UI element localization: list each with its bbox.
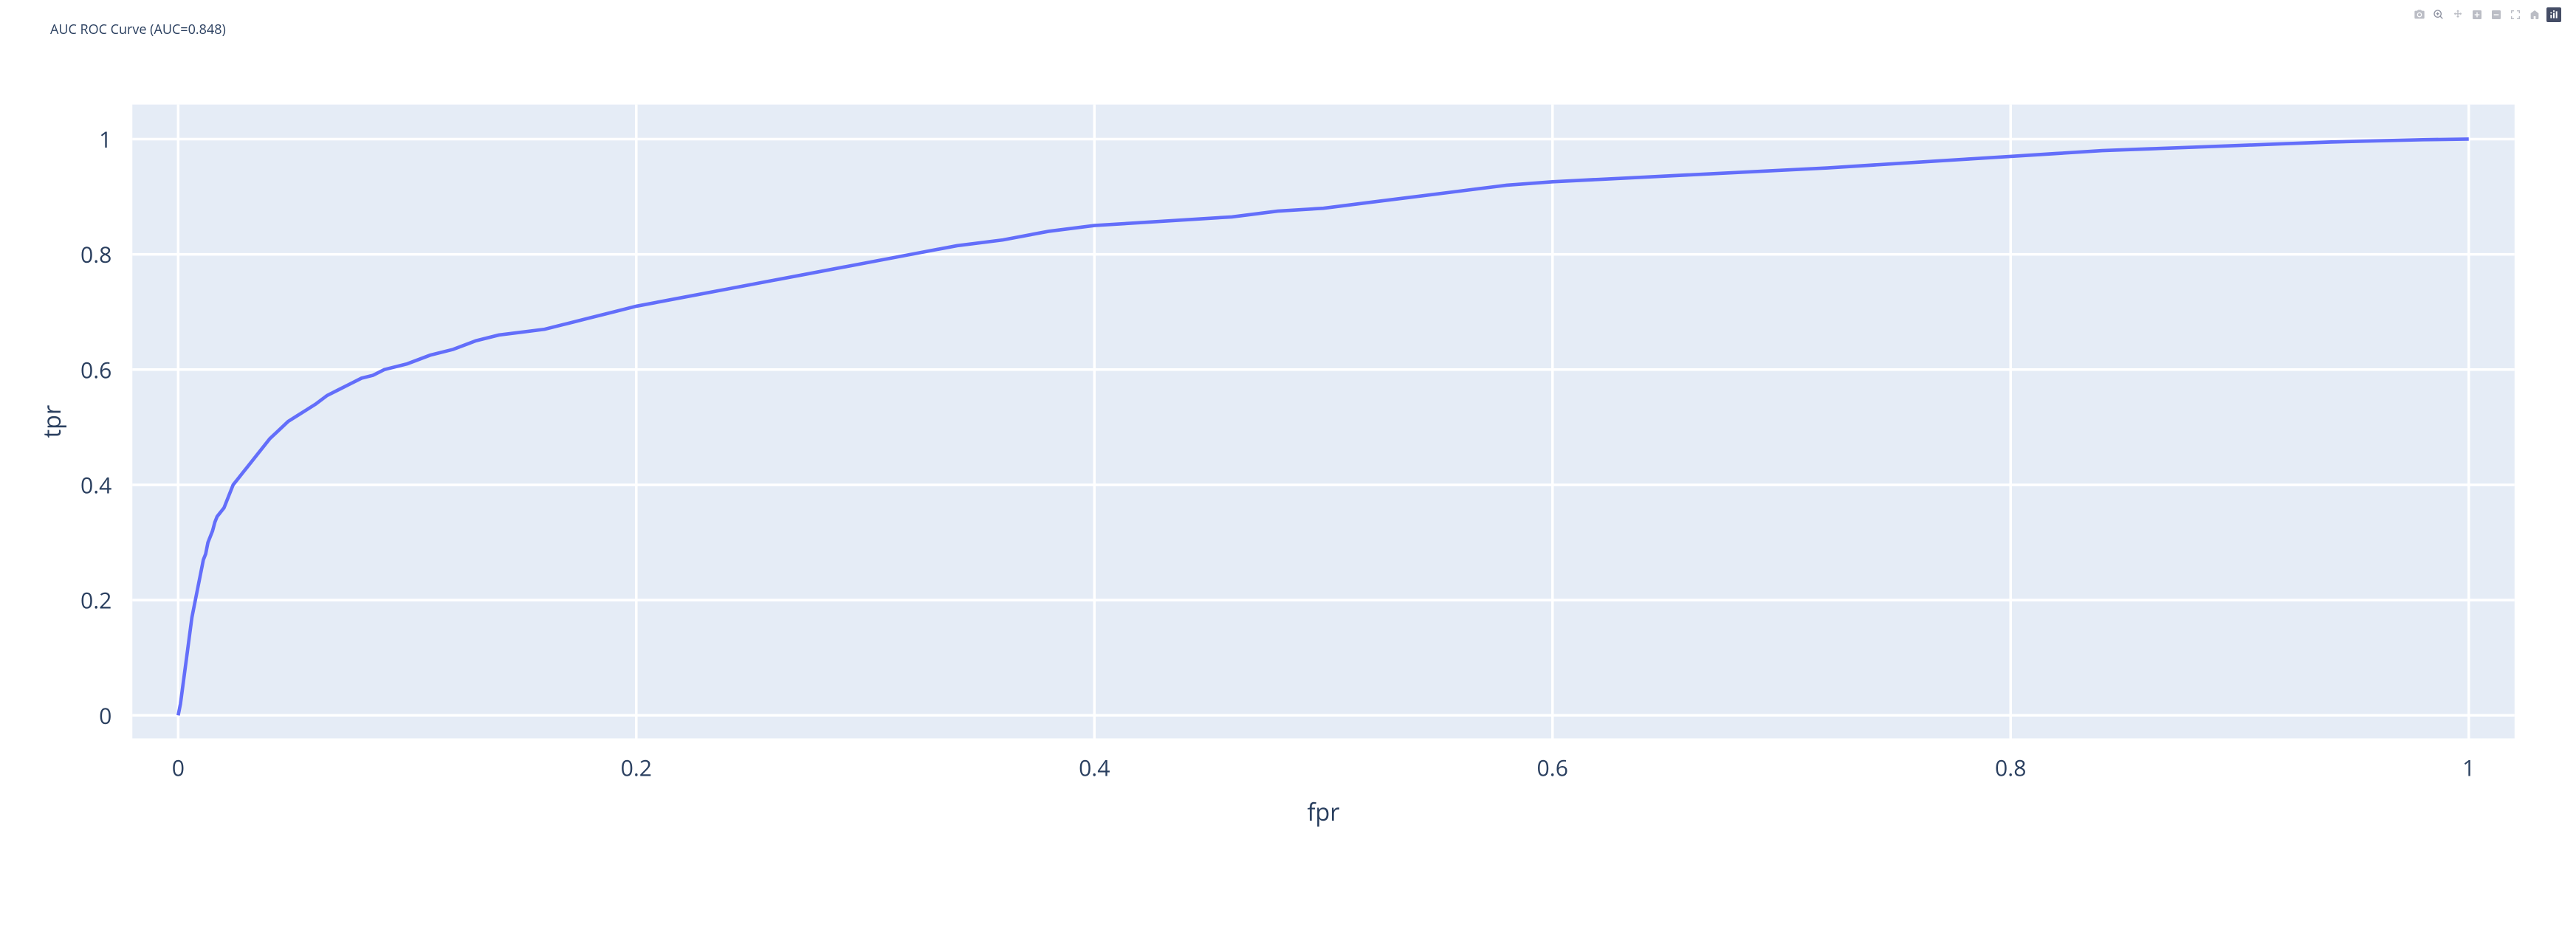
plotly-logo-icon[interactable]	[2546, 7, 2561, 22]
autoscale-icon[interactable]	[2508, 7, 2523, 22]
y-tick-label: 0.2	[80, 585, 111, 615]
x-tick-label: 0.4	[1079, 753, 1110, 783]
roc-plot-svg[interactable]: 0 0.2 0.4 0.6 0.8 1 0 0.2 0.4 0.6 0.8 1 fpr tpr	[30, 53, 2532, 841]
x-axis-label: fpr	[1307, 795, 1339, 828]
camera-icon[interactable]	[2412, 7, 2427, 22]
y-tick-label: 0.4	[80, 470, 111, 500]
modebar	[2412, 7, 2561, 22]
plot-background	[132, 105, 2515, 739]
pan-icon[interactable]	[2450, 7, 2465, 22]
x-tick-label: 1	[2462, 753, 2475, 783]
y-tick-label: 1	[99, 124, 111, 154]
zoom-out-icon[interactable]	[2489, 7, 2504, 22]
y-axis-label: tpr	[35, 405, 68, 438]
chart-title: AUC ROC Curve (AUC=0.848)	[0, 0, 2576, 38]
plot-area-wrapper: 0 0.2 0.4 0.6 0.8 1 0 0.2 0.4 0.6 0.8 1 fpr tpr	[0, 38, 2576, 856]
zoom-in-icon[interactable]	[2470, 7, 2484, 22]
y-tick-label: 0.8	[80, 239, 111, 269]
zoom-icon[interactable]	[2431, 7, 2446, 22]
x-tick-label: 0.6	[1537, 753, 1568, 783]
y-tick-label: 0.6	[80, 354, 111, 384]
x-tick-label: 0.8	[1995, 753, 2026, 783]
reset-axes-icon[interactable]	[2527, 7, 2542, 22]
y-tick-label: 0	[99, 700, 111, 731]
chart-container: AUC ROC Curve (AUC=0.848) 0 0.2 0.4 0.6 0.8 1…	[0, 0, 2576, 856]
x-tick-label: 0	[172, 753, 185, 783]
x-tick-label: 0.2	[621, 753, 652, 783]
